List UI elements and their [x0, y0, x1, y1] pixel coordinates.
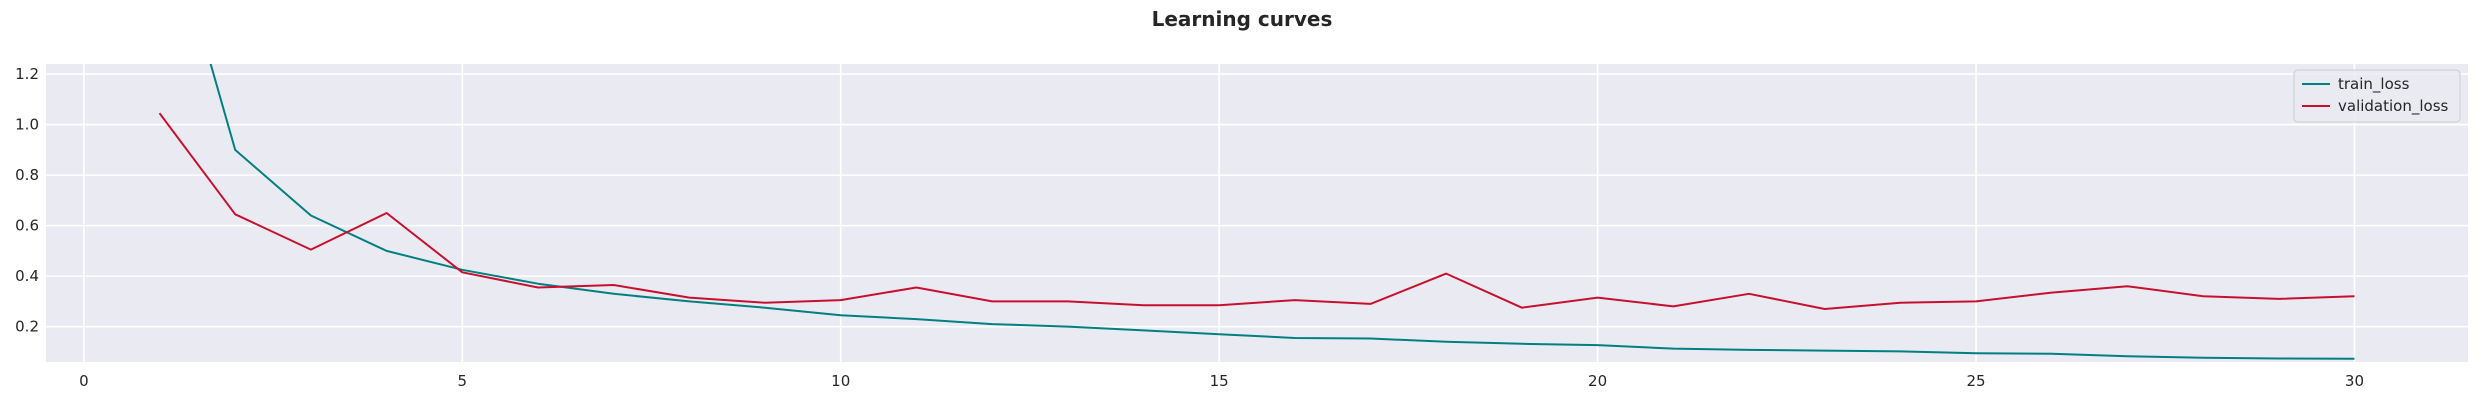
x-tick-label: 0: [79, 372, 89, 390]
x-tick-label: 15: [1210, 372, 1229, 390]
y-tick-label: 0.6: [15, 217, 39, 235]
legend-frame: [2293, 69, 2461, 123]
legend-label: train_loss: [2338, 75, 2410, 94]
grid-lines: [46, 64, 2468, 362]
x-tick-label: 10: [831, 372, 850, 390]
series-line-train-loss: [209, 64, 2355, 360]
series-lines: [158, 64, 2355, 360]
legend-label: validation_loss: [2338, 97, 2449, 116]
x-tick-label: 25: [1966, 372, 1985, 390]
plot-area: [46, 64, 2468, 362]
x-tick-label: 5: [458, 372, 468, 390]
y-tick-label: 0.4: [15, 267, 39, 285]
legend: train_loss validation_loss: [2293, 69, 2461, 123]
y-tick-label: 0.2: [15, 318, 39, 336]
series-line-validation-loss: [158, 112, 2355, 310]
x-axis-ticks: 0 5 10 15 20 25 30: [79, 372, 2364, 390]
y-tick-label: 0.8: [15, 166, 39, 184]
x-tick-label: 30: [2345, 372, 2364, 390]
chart-title: Learning curves: [1152, 7, 1333, 31]
y-axis-ticks: 0.2 0.4 0.6 0.8 1.0 1.2: [15, 65, 39, 336]
y-tick-label: 1.0: [15, 116, 39, 134]
x-tick-label: 20: [1588, 372, 1607, 390]
y-tick-label: 1.2: [15, 65, 39, 83]
